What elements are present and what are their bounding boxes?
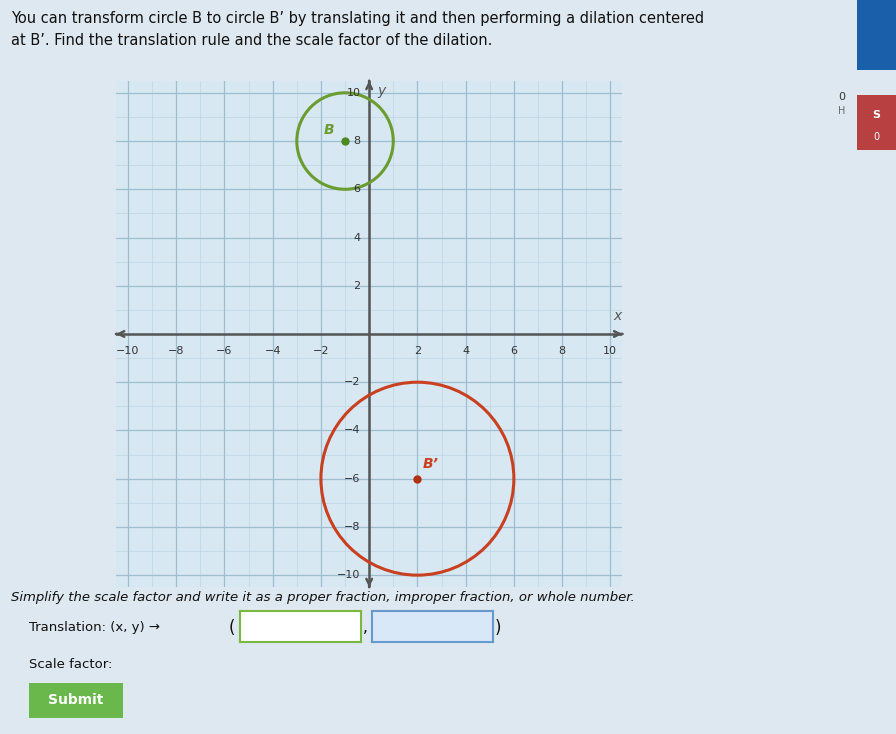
Text: −2: −2: [313, 346, 329, 356]
Text: −4: −4: [264, 346, 281, 356]
Text: −8: −8: [344, 522, 361, 532]
Text: 2: 2: [354, 280, 361, 291]
Text: 8: 8: [354, 136, 361, 146]
Text: 4: 4: [462, 346, 470, 356]
Text: y: y: [377, 84, 386, 98]
Text: ): ): [495, 619, 501, 636]
Text: −6: −6: [344, 473, 361, 484]
Text: x: x: [614, 309, 622, 323]
Text: −10: −10: [337, 570, 361, 580]
Text: −6: −6: [216, 346, 233, 356]
Text: Scale factor:: Scale factor:: [29, 658, 112, 671]
Text: −4: −4: [344, 426, 361, 435]
Text: H: H: [838, 106, 845, 117]
Text: 4: 4: [354, 233, 361, 242]
Text: 0: 0: [874, 131, 879, 142]
Text: (: (: [228, 619, 235, 636]
Text: 0: 0: [838, 92, 845, 102]
Text: −2: −2: [344, 377, 361, 388]
Text: ,: ,: [363, 620, 367, 635]
Text: 6: 6: [354, 184, 361, 195]
Text: Submit: Submit: [48, 693, 103, 708]
Text: B: B: [323, 123, 334, 137]
Text: 10: 10: [347, 88, 361, 98]
Text: 10: 10: [603, 346, 617, 356]
Text: You can transform circle B to circle B’ by translating it and then performing a : You can transform circle B to circle B’ …: [11, 11, 704, 26]
Text: Translation: (x, y) →: Translation: (x, y) →: [29, 621, 159, 634]
Text: 2: 2: [414, 346, 421, 356]
Text: −8: −8: [168, 346, 185, 356]
Text: −10: −10: [116, 346, 140, 356]
Text: 8: 8: [558, 346, 565, 356]
Text: at B’. Find the translation rule and the scale factor of the dilation.: at B’. Find the translation rule and the…: [11, 33, 492, 48]
Text: Simplify the scale factor and write it as a proper fraction, improper fraction, : Simplify the scale factor and write it a…: [11, 591, 634, 604]
Text: S: S: [873, 109, 880, 120]
Text: B’: B’: [422, 457, 438, 470]
Text: 6: 6: [511, 346, 517, 356]
